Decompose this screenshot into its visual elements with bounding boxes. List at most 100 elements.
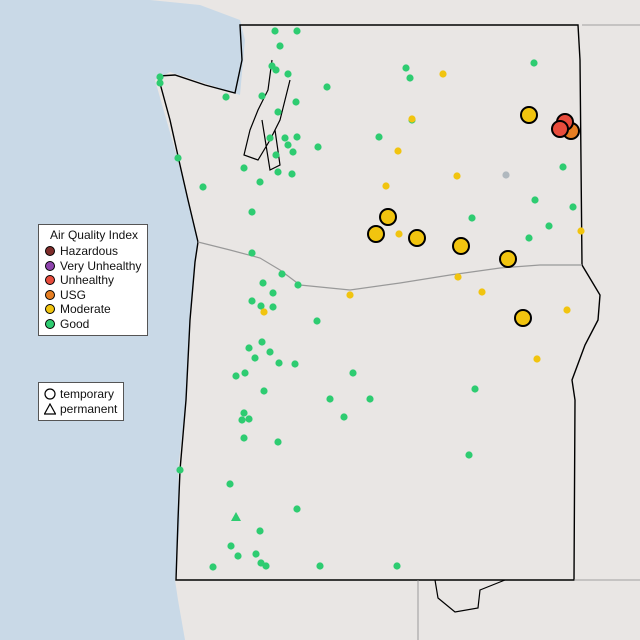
monitor-marker-good[interactable]: [240, 164, 248, 172]
monitor-marker-moderate[interactable]: [394, 147, 402, 155]
monitor-marker-good[interactable]: [258, 92, 266, 100]
monitor-marker-good[interactable]: [366, 395, 374, 403]
monitor-marker-moderate[interactable]: [408, 115, 416, 123]
monitor-marker-moderate[interactable]: [533, 355, 541, 363]
monitor-marker-good[interactable]: [256, 178, 264, 186]
monitor-marker-moderate[interactable]: [346, 291, 354, 299]
temporary-monitor-marker-moderate[interactable]: [367, 225, 385, 243]
monitor-marker-good[interactable]: [406, 74, 414, 82]
monitor-marker-good[interactable]: [234, 552, 242, 560]
monitor-marker-moderate[interactable]: [454, 273, 462, 281]
monitor-marker-good[interactable]: [257, 302, 265, 310]
temporary-monitor-marker-unhealthy[interactable]: [551, 120, 569, 138]
monitor-marker-good[interactable]: [316, 562, 324, 570]
monitor-marker-good[interactable]: [545, 222, 553, 230]
monitor-marker-good[interactable]: [259, 279, 267, 287]
monitor-marker-good[interactable]: [291, 360, 299, 368]
monitor-marker-moderate[interactable]: [563, 306, 571, 314]
monitor-marker-good[interactable]: [275, 359, 283, 367]
monitor-marker-good[interactable]: [240, 409, 248, 417]
monitor-marker-good[interactable]: [245, 415, 253, 423]
monitor-marker-good[interactable]: [248, 249, 256, 257]
monitor-marker-good[interactable]: [266, 134, 274, 142]
monitor-marker-good[interactable]: [274, 108, 282, 116]
monitor-marker-good[interactable]: [252, 550, 260, 558]
monitor-marker-good[interactable]: [226, 480, 234, 488]
monitor-marker-good[interactable]: [281, 134, 289, 142]
monitor-marker-good[interactable]: [248, 208, 256, 216]
monitor-marker-good[interactable]: [262, 562, 270, 570]
monitor-marker-good[interactable]: [272, 151, 280, 159]
monitor-marker-good[interactable]: [323, 83, 331, 91]
monitor-marker-good[interactable]: [340, 413, 348, 421]
monitor-marker-good[interactable]: [284, 70, 292, 78]
monitor-marker-moderate[interactable]: [395, 230, 403, 238]
monitor-marker-good[interactable]: [251, 354, 259, 362]
monitor-marker-good[interactable]: [256, 527, 264, 535]
monitor-marker-good[interactable]: [258, 338, 266, 346]
monitor-marker-good[interactable]: [232, 372, 240, 380]
monitor-marker-good[interactable]: [326, 395, 334, 403]
monitor-marker-good[interactable]: [292, 98, 300, 106]
monitor-marker-good[interactable]: [293, 27, 301, 35]
monitor-marker-good[interactable]: [276, 42, 284, 50]
monitor-marker-good[interactable]: [274, 168, 282, 176]
monitor-marker-good[interactable]: [240, 434, 248, 442]
monitor-marker-moderate[interactable]: [439, 70, 447, 78]
monitor-marker-good[interactable]: [245, 344, 253, 352]
monitor-marker-good[interactable]: [465, 451, 473, 459]
monitor-marker-good[interactable]: [269, 289, 277, 297]
monitor-marker-good[interactable]: [402, 64, 410, 72]
monitor-marker-good[interactable]: [313, 317, 321, 325]
temporary-monitor-marker-moderate[interactable]: [452, 237, 470, 255]
monitor-marker-good[interactable]: [375, 133, 383, 141]
monitor-marker-good[interactable]: [289, 148, 297, 156]
monitor-marker-good[interactable]: [238, 416, 246, 424]
temporary-monitor-marker-moderate[interactable]: [514, 309, 532, 327]
monitor-marker-no-data[interactable]: [502, 171, 510, 179]
monitor-marker-good[interactable]: [278, 270, 286, 278]
monitor-marker-good[interactable]: [176, 466, 184, 474]
monitor-marker-good[interactable]: [227, 542, 235, 550]
monitor-marker-good[interactable]: [156, 79, 164, 87]
monitor-marker-good[interactable]: [269, 303, 277, 311]
monitor-marker-good[interactable]: [260, 387, 268, 395]
monitor-marker-moderate[interactable]: [478, 288, 486, 296]
temporary-monitor-marker-moderate[interactable]: [379, 208, 397, 226]
monitor-marker-good[interactable]: [199, 183, 207, 191]
monitor-marker-good[interactable]: [274, 438, 282, 446]
monitor-marker-moderate[interactable]: [260, 308, 268, 316]
monitor-marker-good[interactable]: [569, 203, 577, 211]
monitor-marker-good[interactable]: [272, 66, 280, 74]
monitor-marker-good[interactable]: [284, 141, 292, 149]
permanent-monitor-marker-good[interactable]: [231, 512, 241, 521]
monitor-marker-good[interactable]: [266, 348, 274, 356]
monitor-marker-good[interactable]: [156, 73, 164, 81]
monitor-marker-good[interactable]: [314, 143, 322, 151]
monitor-marker-moderate[interactable]: [382, 182, 390, 190]
monitor-marker-good[interactable]: [248, 297, 256, 305]
temporary-monitor-marker-moderate[interactable]: [408, 229, 426, 247]
temporary-monitor-marker-moderate[interactable]: [499, 250, 517, 268]
monitor-marker-good[interactable]: [525, 234, 533, 242]
monitor-marker-good[interactable]: [293, 505, 301, 513]
monitor-marker-good[interactable]: [222, 93, 230, 101]
monitor-marker-good[interactable]: [241, 369, 249, 377]
monitor-marker-moderate[interactable]: [577, 227, 585, 235]
monitor-marker-good[interactable]: [271, 27, 279, 35]
monitor-marker-good[interactable]: [559, 163, 567, 171]
monitor-marker-good[interactable]: [294, 281, 302, 289]
monitor-marker-good[interactable]: [530, 59, 538, 67]
monitor-marker-good[interactable]: [349, 369, 357, 377]
monitor-marker-good[interactable]: [393, 562, 401, 570]
monitor-marker-good[interactable]: [288, 170, 296, 178]
monitor-marker-moderate[interactable]: [453, 172, 461, 180]
monitor-marker-good[interactable]: [468, 214, 476, 222]
temporary-monitor-marker-moderate[interactable]: [520, 106, 538, 124]
monitor-marker-good[interactable]: [174, 154, 182, 162]
monitor-marker-good[interactable]: [531, 196, 539, 204]
monitor-marker-good[interactable]: [209, 563, 217, 571]
monitor-marker-good[interactable]: [471, 385, 479, 393]
monitor-marker-good[interactable]: [293, 133, 301, 141]
